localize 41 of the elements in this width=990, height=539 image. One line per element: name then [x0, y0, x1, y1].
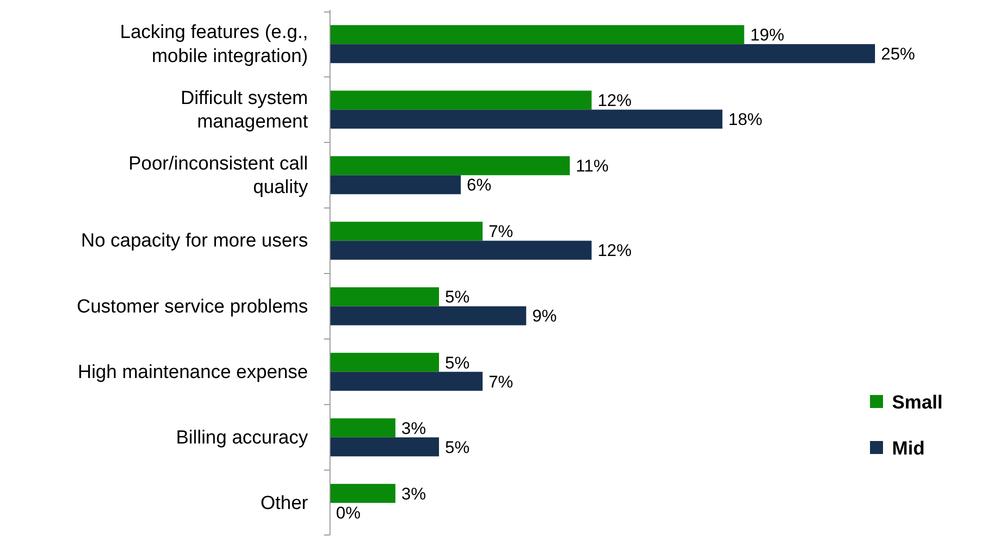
bar: [330, 352, 439, 372]
bar: [330, 25, 744, 44]
data-label: 12%: [598, 241, 632, 260]
data-label: 5%: [445, 288, 470, 307]
data-label: 19%: [750, 26, 784, 45]
y-tick-label: No capacity for more users: [80, 230, 308, 252]
bar: [330, 110, 722, 129]
data-label: 12%: [598, 91, 632, 110]
data-label: 6%: [466, 176, 492, 195]
data-label: 5%: [445, 353, 470, 372]
data-label: 3%: [401, 484, 426, 504]
bar: [330, 240, 592, 260]
data-label: 25%: [881, 44, 916, 64]
bar: [330, 484, 396, 503]
y-tick-label: Poor/inconsistent call quality: [128, 152, 308, 198]
legend-label: Mid: [892, 438, 925, 460]
bar: [330, 90, 592, 110]
bar: [330, 175, 461, 194]
bar: [330, 44, 875, 64]
legend-label: Small: [892, 392, 943, 414]
data-label: 7%: [488, 222, 514, 242]
bar: [330, 437, 439, 456]
y-tick-label: Lacking features (e.g., mobile integration): [120, 22, 308, 66]
y-tick-label: Customer service problems: [76, 296, 308, 317]
y-tick-label: Billing accuracy: [176, 426, 308, 448]
data-label: 18%: [728, 110, 762, 130]
data-label: 9%: [532, 306, 557, 326]
y-tick-label: Other: [260, 492, 309, 514]
data-label: 0%: [336, 503, 361, 522]
bar: [330, 372, 483, 391]
bar: [330, 306, 526, 326]
data-label: 7%: [488, 372, 514, 392]
bar: [330, 156, 570, 176]
bar: [330, 222, 483, 241]
y-tick-label: Difficult system management: [180, 87, 309, 132]
y-tick-label: High maintenance expense: [78, 361, 308, 382]
bar: [330, 418, 396, 438]
data-label: 3%: [401, 418, 426, 438]
data-label: 11%: [576, 156, 609, 176]
bar: [330, 287, 439, 306]
data-label: 5%: [445, 438, 470, 457]
